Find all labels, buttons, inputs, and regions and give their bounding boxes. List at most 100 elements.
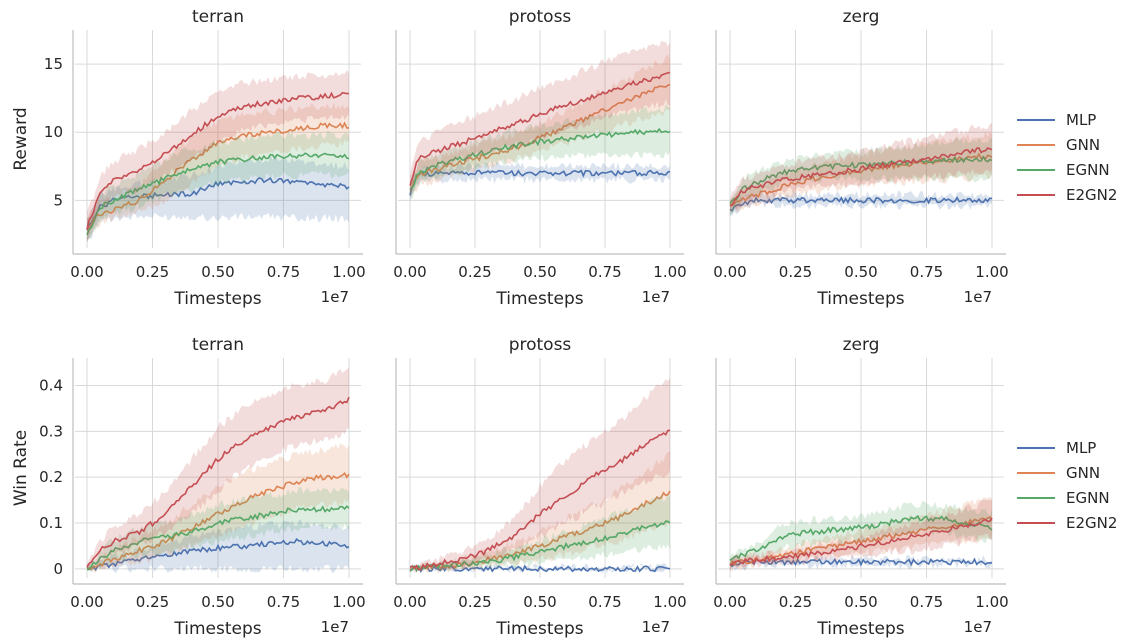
band-gnn [410, 54, 670, 198]
band-e2gn2 [87, 366, 349, 571]
x-tick-label: 0.00 [70, 593, 103, 611]
legend-label-egnn: EGNN [1066, 161, 1110, 179]
x-tick-label: 0.50 [844, 593, 877, 611]
x-tick-label: 0.00 [713, 593, 746, 611]
legend-label-mlp: MLP [1066, 111, 1096, 129]
band-e2gn2 [87, 69, 349, 243]
line-e2gn2 [729, 517, 993, 566]
y-tick-label: 0.3 [39, 422, 63, 440]
x-tick-label: 0.75 [267, 593, 300, 611]
panel-zerg-winrate: zerg 0.00 0.25 0.50 0.75 1.00 1e7 Timesteps [713, 335, 1008, 639]
y-axis-label: Win Rate [11, 430, 31, 506]
x-tick-label: 1.00 [653, 593, 686, 611]
x-tick-label: 0.50 [201, 593, 234, 611]
band-egnn [410, 493, 670, 573]
panel-title: zerg [843, 335, 880, 355]
y-tick-label: 10 [44, 123, 63, 141]
x-axis-label: Timesteps [495, 619, 583, 639]
y-axis-label: Reward [11, 107, 31, 170]
x-tick-label: 0.50 [844, 263, 877, 281]
line-gnn [86, 472, 350, 571]
x-tick-label: 0.50 [523, 263, 556, 281]
legend-reward: MLP GNN EGNN E2GN2 [1017, 111, 1117, 204]
x-tick-label: 0.75 [910, 593, 943, 611]
x-axis-label: Timesteps [816, 289, 904, 309]
y-tick-label: 15 [44, 55, 63, 73]
x-offset-label: 1e7 [321, 618, 349, 636]
x-offset-label: 1e7 [964, 618, 992, 636]
legend-label-gnn: GNN [1066, 464, 1100, 482]
x-tick-label: 0.50 [201, 263, 234, 281]
legend-label-e2gn2: E2GN2 [1066, 186, 1117, 204]
band-egnn [410, 104, 670, 200]
x-axis-label: Timesteps [495, 289, 583, 309]
line-gnn [409, 83, 671, 191]
band-mlp [410, 162, 670, 202]
x-tick-label: 1.00 [653, 263, 686, 281]
line-e2gn2 [86, 91, 350, 230]
line-gnn [729, 152, 993, 207]
line-egnn [729, 155, 993, 205]
panel-title: zerg [843, 7, 880, 27]
line-gnn [86, 121, 349, 229]
x-offset-label: 1e7 [964, 288, 992, 306]
line-mlp [86, 538, 350, 572]
legend-winrate: MLP GNN EGNN E2GN2 [1017, 439, 1117, 532]
band-gnn [410, 451, 670, 573]
panel-terran-winrate: terran 0.00 0.25 0.50 0.75 1.00 1e7 Timesteps 0 0… [11, 335, 366, 639]
panel-title: protoss [509, 7, 572, 27]
panel-title: terran [192, 335, 244, 355]
x-tick-label: 0.25 [458, 263, 491, 281]
line-mlp [729, 196, 993, 212]
x-axis-label: Timesteps [173, 619, 261, 639]
y-tick-label: 0.2 [39, 468, 63, 486]
legend-label-mlp: MLP [1066, 439, 1096, 457]
line-mlp [409, 169, 671, 196]
x-tick-label: 0.50 [523, 593, 556, 611]
panel-protoss-winrate: protoss 0.00 0.25 0.50 0.75 1.00 1e7 Timesteps [393, 335, 686, 639]
line-e2gn2 [409, 429, 671, 571]
x-tick-label: 0.00 [70, 263, 103, 281]
line-e2gn2 [86, 396, 350, 568]
x-tick-label: 0.75 [910, 263, 943, 281]
line-mlp [86, 176, 350, 231]
x-tick-label: 0.75 [588, 263, 621, 281]
y-tick-label: 0.1 [39, 514, 63, 532]
y-tick-label: 0 [53, 560, 63, 578]
band-e2gn2 [410, 377, 670, 573]
line-mlp [409, 564, 671, 573]
panel-title: terran [192, 7, 244, 27]
x-tick-label: 0.00 [393, 593, 426, 611]
x-tick-label: 1.00 [332, 593, 365, 611]
x-tick-label: 0.25 [458, 593, 491, 611]
band-egnn [87, 486, 349, 572]
band-e2gn2 [410, 40, 670, 195]
band-mlp [730, 190, 992, 216]
x-offset-label: 1e7 [642, 288, 670, 306]
band-egnn [730, 137, 992, 215]
line-egnn [86, 505, 350, 571]
line-egnn [729, 514, 993, 561]
x-tick-label: 1.00 [975, 263, 1008, 281]
x-tick-label: 1.00 [332, 263, 365, 281]
x-axis-label: Timesteps [816, 619, 904, 639]
x-tick-label: 0.75 [588, 593, 621, 611]
legend-label-e2gn2: E2GN2 [1066, 514, 1117, 532]
y-tick-label: 0.4 [39, 377, 63, 395]
x-tick-label: 0.00 [713, 263, 746, 281]
panel-title: protoss [509, 335, 572, 355]
x-offset-label: 1e7 [642, 618, 670, 636]
x-tick-label: 0.25 [779, 263, 812, 281]
band-gnn [87, 102, 349, 243]
panel-zerg-reward: zerg 0.00 0.25 0.50 0.75 1.00 1e7 Timesteps [713, 7, 1008, 309]
x-offset-label: 1e7 [321, 288, 349, 306]
x-axis-label: Timesteps [173, 289, 261, 309]
line-egnn [86, 152, 350, 236]
line-gnn [409, 490, 671, 572]
panel-protoss-reward: protoss 0.00 0.25 0.50 0.75 1.00 1e7 Timesteps [393, 7, 686, 309]
line-e2gn2 [729, 147, 993, 207]
band-gnn [87, 442, 349, 574]
x-tick-label: 0.00 [393, 263, 426, 281]
x-tick-label: 0.25 [136, 263, 169, 281]
